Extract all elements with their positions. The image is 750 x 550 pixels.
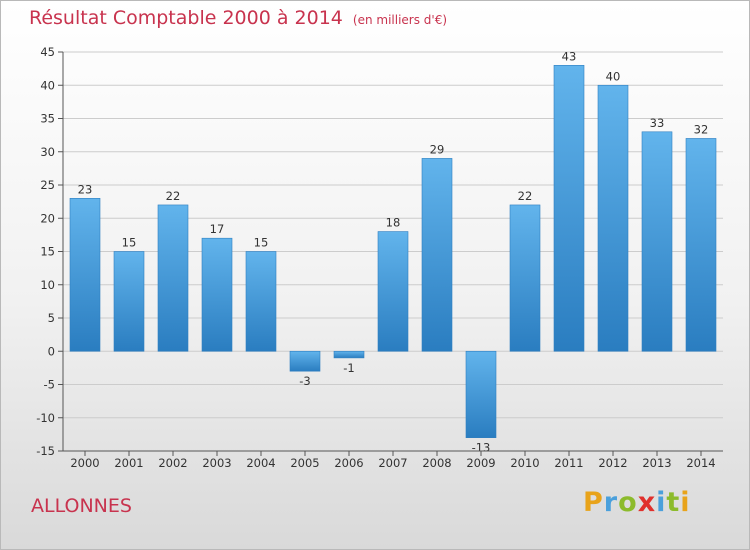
- bar-value-label: 15: [122, 236, 137, 250]
- bar: [465, 350, 497, 438]
- y-tick-label: 30: [40, 145, 55, 159]
- y-tick-label: -15: [36, 444, 55, 458]
- proxiti-logo[interactable]: Proxiti: [583, 487, 691, 518]
- bar: [289, 350, 321, 372]
- x-tick-label: 2006: [334, 456, 363, 470]
- bar: [201, 237, 233, 352]
- y-tick-label: 25: [40, 178, 55, 192]
- bar-value-label: 22: [518, 189, 533, 203]
- x-tick-label: 2001: [114, 456, 143, 470]
- title-row: Résultat Comptable 2000 à 2014 (en millie…: [29, 7, 447, 29]
- bar: [597, 84, 629, 352]
- logo-letter: r: [603, 487, 619, 518]
- logo-letter: P: [583, 487, 604, 518]
- y-tick-label: 40: [40, 78, 55, 92]
- bar: [421, 158, 453, 352]
- x-tick-label: 2012: [598, 456, 627, 470]
- logo-letter: t: [666, 487, 681, 518]
- bar: [641, 131, 673, 352]
- x-tick-label: 2003: [202, 456, 231, 470]
- y-tick-label: 5: [48, 311, 55, 325]
- x-tick-label: 2011: [554, 456, 583, 470]
- x-tick-label: 2014: [686, 456, 715, 470]
- y-tick-label: -10: [36, 411, 55, 425]
- logo-letter: i: [680, 487, 691, 518]
- x-tick-label: 2007: [378, 456, 407, 470]
- y-tick-label: -5: [44, 378, 55, 392]
- bar-value-label: 23: [78, 182, 93, 196]
- y-tick-label: 20: [40, 211, 55, 225]
- bar: [157, 204, 189, 352]
- x-tick-label: 2013: [642, 456, 671, 470]
- logo-letter: x: [637, 487, 657, 518]
- bar-value-label: 22: [166, 189, 181, 203]
- bar-value-label: 32: [694, 122, 709, 136]
- commune-name: ALLONNES: [31, 495, 132, 517]
- y-tick-label: 35: [40, 112, 55, 126]
- chart-subtitle: (en milliers d'€): [352, 13, 448, 27]
- y-tick-label: 10: [40, 278, 55, 292]
- bar-value-label: 40: [606, 69, 621, 83]
- x-tick-label: 2004: [246, 456, 275, 470]
- bar: [333, 350, 365, 359]
- bar-value-label: 29: [430, 142, 445, 156]
- y-tick-label: 0: [48, 344, 55, 358]
- x-tick-label: 2009: [466, 456, 495, 470]
- x-tick-label: 2005: [290, 456, 319, 470]
- y-tick-label: 45: [40, 45, 55, 59]
- bar-value-label: 17: [210, 222, 225, 236]
- y-tick-label: 15: [40, 245, 55, 259]
- bar-value-label: 33: [650, 116, 665, 130]
- bar: [509, 204, 541, 352]
- x-tick-label: 2002: [158, 456, 187, 470]
- bar-value-label: 15: [254, 236, 269, 250]
- x-tick-label: 2008: [422, 456, 451, 470]
- bar-value-label: 43: [562, 49, 577, 63]
- logo-letter: o: [618, 487, 638, 518]
- logo-letter: i: [656, 487, 667, 518]
- bar: [113, 251, 145, 352]
- bar-value-label: 18: [386, 216, 401, 230]
- bar: [245, 251, 277, 352]
- x-tick-label: 2000: [70, 456, 99, 470]
- bar: [377, 231, 409, 352]
- bar-value-label: -3: [299, 374, 310, 388]
- bar-value-label: -1: [343, 361, 354, 375]
- bar: [553, 65, 585, 352]
- bar: [69, 198, 101, 352]
- chart-title: Résultat Comptable 2000 à 2014: [29, 7, 343, 29]
- x-tick-label: 2010: [510, 456, 539, 470]
- bar: [685, 138, 717, 352]
